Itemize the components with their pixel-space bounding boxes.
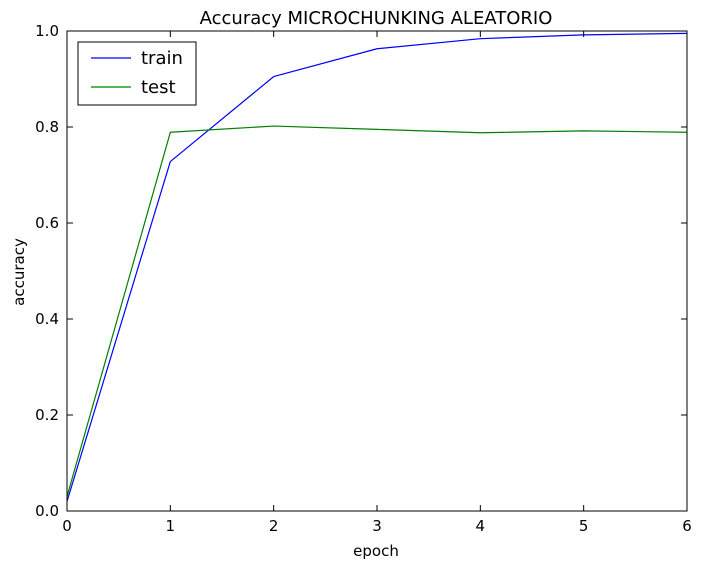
y-axis-label: accuracy <box>10 238 28 306</box>
y-tick-label: 0.0 <box>35 502 59 520</box>
x-tick-label: 4 <box>476 517 486 535</box>
series-line-test <box>66 125 688 497</box>
legend-box <box>77 41 197 106</box>
legend-label-test: test <box>141 77 176 98</box>
x-tick-label: 0 <box>62 517 72 535</box>
x-tick-label: 3 <box>372 517 382 535</box>
y-tick-label: 0.4 <box>35 310 59 328</box>
y-tick-label: 0.6 <box>35 214 59 232</box>
y-tick-label: 0.8 <box>35 118 59 136</box>
y-tick-label: 0.2 <box>35 406 59 424</box>
legend: train test <box>77 41 197 106</box>
legend-label-train: train <box>141 48 183 69</box>
x-tick-label: 1 <box>166 517 176 535</box>
x-axis-label: epoch <box>353 542 399 560</box>
plot-area: 0 1 2 3 4 5 6 0.0 0.2 0.4 0.6 0.8 1.0 <box>35 22 692 535</box>
x-tick-label: 6 <box>682 517 692 535</box>
y-tick-label: 1.0 <box>35 22 59 40</box>
x-tick-label: 2 <box>269 517 279 535</box>
x-tick-label: 5 <box>579 517 589 535</box>
chart-title: Accuracy MICROCHUNKING ALEATORIO <box>200 8 553 29</box>
